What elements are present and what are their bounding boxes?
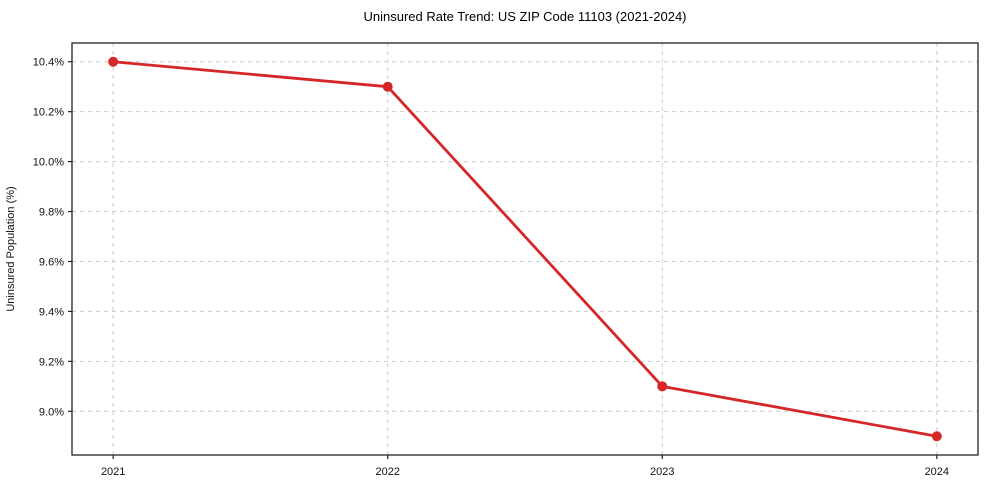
- x-tick-label: 2022: [375, 466, 399, 478]
- x-tick-label: 2024: [925, 466, 949, 478]
- y-tick-label: 9.2%: [39, 356, 64, 368]
- y-axis-label: Uninsured Population (%): [5, 186, 17, 311]
- y-tick-label: 9.4%: [39, 306, 64, 318]
- data-point-marker: [657, 381, 668, 392]
- gridlines: [72, 43, 978, 455]
- y-tick-label: 9.6%: [39, 256, 64, 268]
- trend-line: [111, 60, 939, 438]
- y-tick-label: 9.8%: [39, 207, 64, 219]
- y-tick-label: 10.2%: [33, 107, 64, 119]
- x-tick-label: 2023: [650, 466, 674, 478]
- data-point-marker: [382, 81, 393, 92]
- x-axis-tick-labels: 2021 2022 2023 2024: [101, 466, 949, 478]
- chart-title: Uninsured Rate Trend: US ZIP Code 11103 …: [363, 9, 686, 24]
- plot-area-border: [71, 42, 979, 456]
- y-tick-label: 10.4%: [33, 57, 64, 69]
- data-point-marker: [108, 56, 119, 67]
- x-tick-label: 2021: [101, 466, 125, 478]
- data-point-marker: [931, 431, 942, 442]
- y-tick-label: 10.0%: [33, 157, 64, 169]
- data-series-uninsured-rate: [108, 56, 942, 442]
- axis-ticks: [68, 61, 938, 459]
- y-axis-tick-labels: 9.0% 9.2% 9.4% 9.6% 9.8% 10.0% 10.2% 10.4%: [33, 57, 64, 419]
- y-tick-label: 9.0%: [39, 406, 64, 418]
